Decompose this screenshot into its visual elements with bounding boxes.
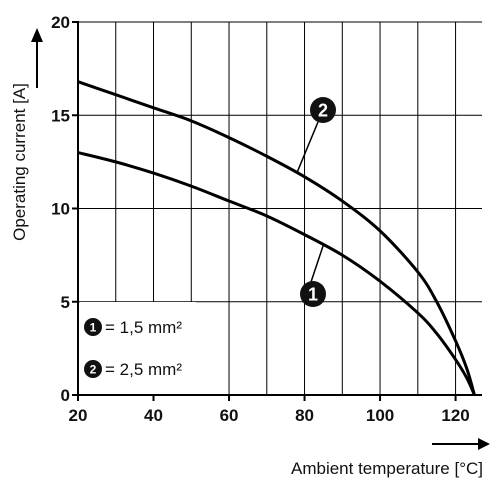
series-lines bbox=[77, 80, 476, 396]
y-axis-title: Operating current [A] bbox=[10, 83, 29, 241]
legend-badge-1-number: 1 bbox=[90, 320, 97, 334]
callout-1-circle bbox=[300, 281, 326, 307]
y-tick-label: 0 bbox=[61, 386, 70, 405]
legend-label-2: = 2,5 mm² bbox=[105, 360, 182, 379]
callout-leader-1 bbox=[310, 244, 325, 283]
y-axis-arrowhead bbox=[31, 28, 43, 42]
x-tick-label: 100 bbox=[366, 406, 394, 425]
grid-lines bbox=[78, 21, 482, 395]
legend: 1 = 1,5 mm² 2 = 2,5 mm² bbox=[80, 302, 196, 394]
axes bbox=[31, 21, 490, 450]
callout-2-number: 2 bbox=[318, 100, 328, 120]
callout-2-circle bbox=[310, 97, 336, 123]
callout-1-number: 1 bbox=[308, 284, 318, 304]
legend-badge-2-number: 2 bbox=[90, 362, 97, 376]
legend-background bbox=[80, 302, 196, 394]
legend-badge-1-circle bbox=[84, 318, 102, 336]
tick-labels: 0 5 10 15 20 20 40 60 80 100 120 Ambient temperatur… bbox=[10, 13, 483, 478]
series-line-2 bbox=[77, 80, 476, 396]
y-tick-label: 10 bbox=[51, 200, 70, 219]
x-tick-label: 60 bbox=[220, 406, 239, 425]
x-tick-label: 20 bbox=[69, 406, 88, 425]
curve-callouts: 21 bbox=[296, 97, 336, 307]
x-tick-label: 120 bbox=[441, 406, 469, 425]
x-axis-title: Ambient temperature [°C] bbox=[291, 459, 483, 478]
x-tick-label: 80 bbox=[295, 406, 314, 425]
x-tick-label: 40 bbox=[144, 406, 163, 425]
x-axis-arrowhead bbox=[478, 438, 490, 450]
legend-badge-2-circle bbox=[84, 360, 102, 378]
y-tick-label: 5 bbox=[61, 293, 70, 312]
series-line-1 bbox=[77, 151, 476, 396]
y-tick-label: 20 bbox=[51, 13, 70, 32]
legend-label-1: = 1,5 mm² bbox=[105, 318, 182, 337]
callout-leader-2 bbox=[296, 121, 319, 173]
y-tick-label: 15 bbox=[51, 106, 70, 125]
